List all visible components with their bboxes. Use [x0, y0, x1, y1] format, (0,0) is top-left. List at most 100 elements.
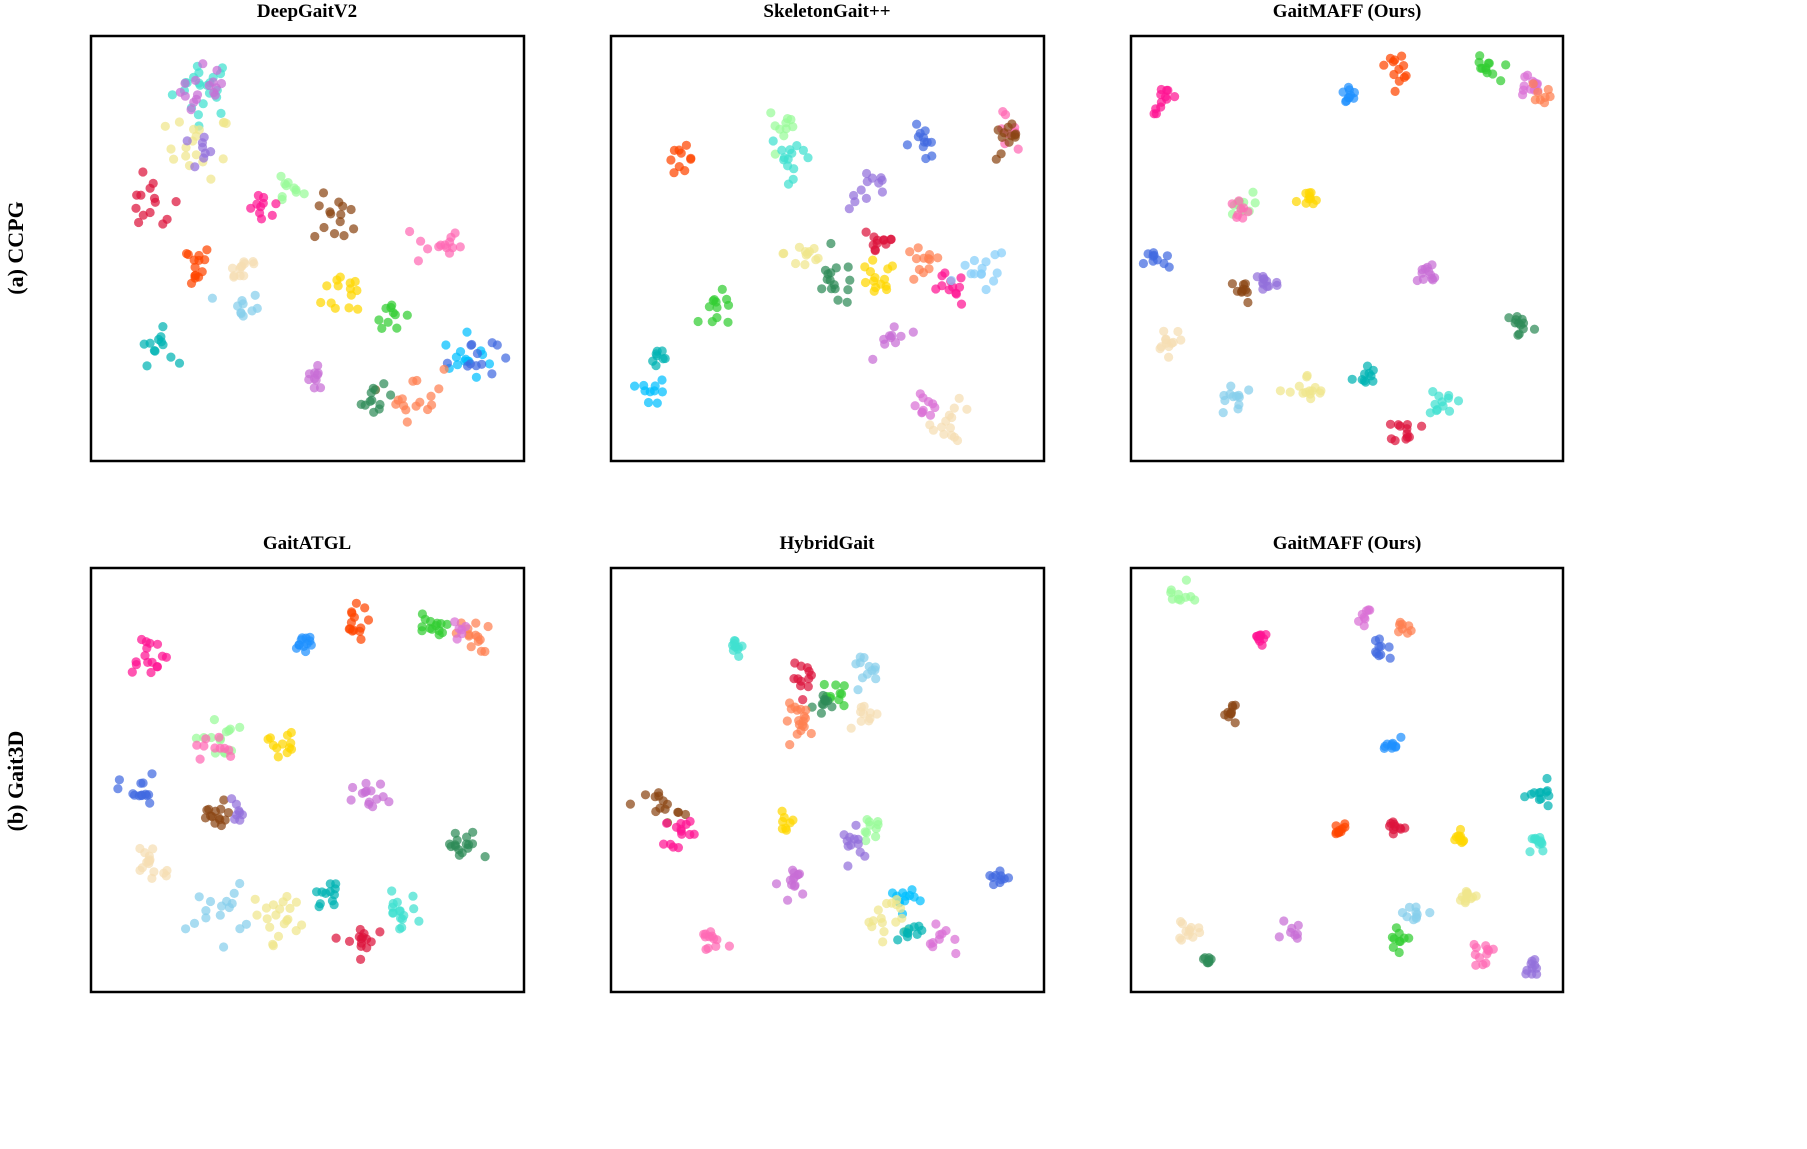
- scatter-point-wheat: [135, 843, 145, 854]
- scatter-point-wheat: [941, 416, 951, 426]
- scatter-point-orchid: [1427, 273, 1437, 284]
- scatter-point-crimson: [886, 234, 896, 244]
- scatter-point-salmon: [439, 364, 449, 374]
- scatter-point-purple: [861, 193, 872, 203]
- scatter-point-crimson: [1386, 818, 1396, 829]
- scatter-point-gold: [1305, 191, 1315, 202]
- scatter-point-turquoise: [798, 145, 809, 155]
- scatter-point-darkcyan: [1542, 773, 1552, 784]
- plot-frame: [1129, 34, 1565, 463]
- scatter-point-lime: [392, 323, 402, 333]
- scatter-point-brown: [640, 790, 651, 800]
- scatter-point-turquoise: [395, 906, 405, 916]
- scatter-point-skyblue: [252, 303, 262, 313]
- scatter-point-salmon: [434, 384, 444, 394]
- scatter-point-royal: [487, 369, 497, 379]
- scatter-point-wheat: [1194, 923, 1204, 933]
- scatter-point-deepsky: [471, 372, 481, 382]
- scatter-point-crimson: [375, 927, 385, 937]
- scatter-point-crimson: [798, 695, 808, 705]
- scatter-point-orangered: [1334, 825, 1344, 836]
- scatter-point-salmon: [423, 404, 433, 415]
- scatter-point-gold: [345, 284, 355, 294]
- scatter-point-mintgreen: [1190, 595, 1200, 605]
- scatter-point-salmon: [913, 243, 923, 253]
- scatter-point-mintgreen: [864, 817, 874, 827]
- scatter-point-darkcyan: [174, 358, 185, 368]
- scatter-point-purple: [849, 190, 859, 201]
- scatter-point-hotpink: [1469, 939, 1479, 950]
- scatter-point-mintgreen: [766, 108, 776, 118]
- scatter-point-plum: [928, 938, 938, 948]
- scatter-point-orangered: [681, 140, 692, 150]
- scatter-point-khaki: [191, 150, 201, 160]
- scatter-point-pink: [157, 651, 167, 661]
- panel-6: GaitMAFF (Ours): [1129, 533, 1565, 994]
- scatter-point-crimson: [1395, 421, 1405, 431]
- panel-3: GaitMAFF (Ours): [1129, 1, 1565, 463]
- scatter-point-turquoise: [734, 651, 744, 662]
- scatter-point-orangered: [356, 634, 366, 645]
- scatter-point-orchid: [889, 322, 899, 332]
- scatter-point-seagreen: [369, 407, 379, 417]
- scatter-point-skyblue: [871, 674, 881, 684]
- scatter-point-lime: [704, 302, 715, 312]
- scatter-point-seagreen: [450, 828, 460, 838]
- scatter-point-seagreen: [842, 297, 852, 307]
- scatter-point-pink: [140, 651, 150, 661]
- scatter-point-orchid: [1279, 916, 1289, 926]
- scatter-point-purple: [1521, 969, 1531, 979]
- scatter-point-lime: [437, 628, 447, 638]
- scatter-point-seagreen: [379, 379, 389, 389]
- scatter-point-pink: [152, 662, 162, 672]
- scatter-point-salmon: [391, 399, 401, 409]
- scatter-point-gold: [353, 304, 363, 314]
- scatter-point-crimson: [171, 197, 181, 207]
- scatter-point-gold: [869, 286, 879, 296]
- scatter-point-plum: [1518, 85, 1528, 95]
- scatter-point-crimson: [804, 666, 814, 677]
- scatter-point-turquoise: [193, 110, 203, 120]
- scatter-point-orangered: [360, 603, 370, 613]
- scatter-point-khaki: [879, 927, 889, 937]
- scatter-point-lime: [839, 681, 849, 691]
- scatter-point-brown: [1224, 712, 1234, 722]
- scatter-point-darkcyan: [912, 929, 922, 940]
- scatter-point-plum: [931, 919, 941, 929]
- scatter-point-seagreen: [451, 841, 461, 852]
- scatter-point-seagreen: [1514, 318, 1524, 328]
- scatter-point-hotpink: [1470, 949, 1480, 960]
- scatter-point-wheat: [928, 425, 939, 435]
- scatter-point-wheat: [939, 429, 949, 439]
- scatter-point-purple: [200, 148, 210, 158]
- scatter-point-royal: [466, 340, 476, 350]
- scatter-point-royal: [1164, 262, 1174, 272]
- scatter-point-purple: [843, 861, 853, 871]
- scatter-point-seagreen: [1504, 313, 1514, 323]
- scatter-point-turquoise: [792, 141, 802, 151]
- scatter-point-lime: [374, 315, 384, 325]
- scatter-point-hotpink: [701, 929, 711, 939]
- scatter-point-wheat: [865, 713, 875, 724]
- scatter-point-khaki: [262, 914, 272, 924]
- scatter-point-khaki: [801, 250, 811, 260]
- scatter-point-orchid: [788, 865, 798, 875]
- scatter-point-orangered: [1394, 64, 1404, 74]
- scatter-point-hotpink: [712, 935, 722, 945]
- scatter-point-khaki: [181, 151, 191, 161]
- scatter-point-pink: [1162, 94, 1172, 104]
- scatter-point-plum: [450, 617, 460, 627]
- scatter-point-khaki: [278, 897, 288, 907]
- scatter-point-salmon: [483, 621, 493, 632]
- scatter-point-crimson: [362, 943, 372, 953]
- scatter-point-turquoise: [388, 908, 398, 918]
- scatter-point-pink: [677, 829, 687, 839]
- scatter-point-turquoise: [387, 886, 397, 896]
- scatter-point-orchid: [186, 105, 196, 115]
- scatter-point-wheat: [161, 871, 171, 881]
- panel-title: GaitMAFF (Ours): [1273, 533, 1422, 554]
- scatter-point-crimson: [1402, 429, 1412, 439]
- scatter-point-dodger: [296, 635, 306, 645]
- scatter-point-skyblue: [219, 942, 229, 952]
- scatter-point-plum: [951, 948, 961, 959]
